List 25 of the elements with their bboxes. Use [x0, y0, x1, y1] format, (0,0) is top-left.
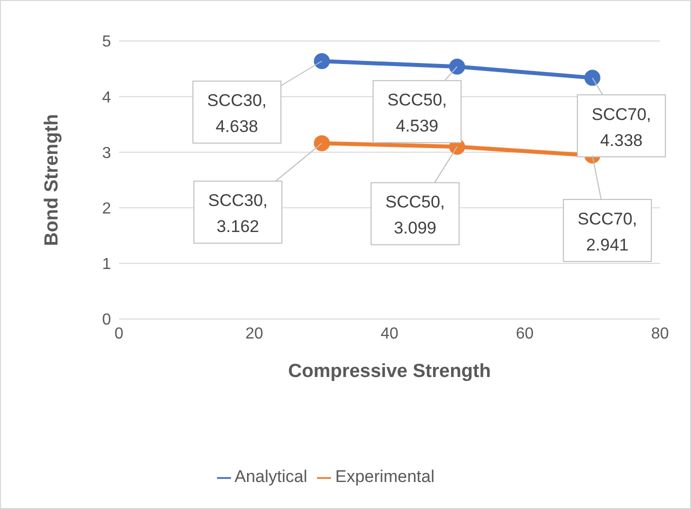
- x-tick-label: 60: [516, 325, 534, 342]
- data-label: SCC50, 3.099: [385, 192, 445, 238]
- data-label: SCC50, 4.539: [387, 90, 447, 136]
- x-tick-label: 20: [245, 325, 264, 342]
- point: [449, 58, 466, 75]
- point: [584, 70, 600, 86]
- x-tick-label: 40: [380, 325, 398, 342]
- data-label: SCC70, 4.338: [592, 104, 652, 150]
- y-tick-label: 2: [102, 200, 112, 218]
- x-axis-title: Compressive Strength: [288, 361, 491, 382]
- y-tick-label: 0: [102, 312, 112, 329]
- legend-label: Experimental: [335, 467, 434, 486]
- legend-label: Analytical: [234, 467, 308, 486]
- y-tick-label: 1: [102, 256, 112, 274]
- data-label: SCC70, 2.941: [578, 209, 638, 254]
- point: [314, 53, 330, 70]
- y-tick-label: 4: [102, 89, 112, 106]
- y-tick-label: 3: [102, 144, 112, 162]
- data-label: SCC30, 4.638: [207, 91, 267, 136]
- y-axis-title: Bond Strength: [42, 114, 63, 246]
- x-tick-label: 80: [651, 325, 669, 342]
- y-tick-label: 5: [102, 34, 112, 51]
- data-label: SCC30, 3.162: [208, 191, 268, 236]
- point: [314, 135, 330, 152]
- x-tick-label: 0: [114, 325, 124, 342]
